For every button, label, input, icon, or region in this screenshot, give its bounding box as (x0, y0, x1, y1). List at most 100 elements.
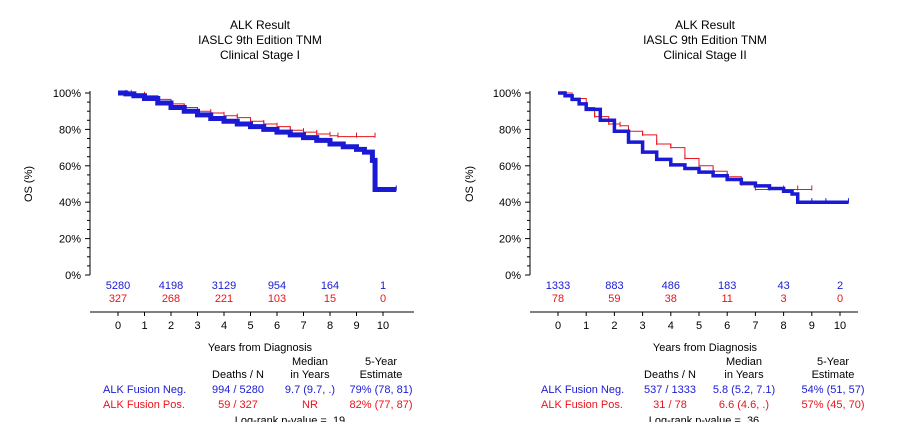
panel1-y-axis-label: OS (%) (23, 166, 35, 202)
panel2-x-tick-label: 0 (555, 320, 561, 332)
panel1-x-tick-label: 0 (115, 320, 121, 332)
panel1-summary-estimate: 82% (77, 87) (350, 399, 413, 411)
panel1-y-tick-label: 20% (59, 234, 81, 246)
panel1-x-tick-label: 7 (300, 320, 306, 332)
panel1-x-tick-label: 4 (221, 320, 227, 332)
panel1-summary-estimate: 79% (78, 81) (350, 384, 413, 396)
panel1-x-tick-label: 8 (327, 320, 333, 332)
panel2-summary-estimate: 54% (51, 57) (802, 384, 865, 396)
panel2-risk-pos-value: 11 (721, 293, 732, 305)
panel2-x-tick-label: 8 (781, 320, 787, 332)
panel1-title-line: ALK Result (230, 18, 291, 32)
panel2-x-tick-label: 4 (668, 320, 674, 332)
panel1-x-tick-label: 9 (353, 320, 359, 332)
panel1-x-axis-label: Years from Diagnosis (208, 342, 313, 354)
panel2-x-tick-label: 3 (640, 320, 646, 332)
panel1-x-tick-label: 2 (168, 320, 174, 332)
panel2-risk-neg-value: 1333 (546, 280, 570, 292)
panel1-risk-pos-value: 268 (162, 293, 180, 305)
panel2-summary-header: Estimate (812, 369, 855, 381)
panel2-summary-header: Median (726, 356, 762, 368)
panel2-x-tick-label: 9 (809, 320, 815, 332)
panel2-y-tick-label: 100% (493, 88, 521, 100)
panel2-risk-pos-value: 0 (837, 293, 843, 305)
panel2-summary-deaths: 537 / 1333 (644, 384, 696, 396)
panel1-summary-header: Estimate (360, 369, 403, 381)
panel1-y-tick-label: 100% (53, 88, 81, 100)
panel2-x-tick-label: 2 (611, 320, 617, 332)
panel1-series-neg-line (118, 90, 397, 192)
panel2-risk-neg-value: 43 (777, 280, 789, 292)
panel1-y-tick-label: 60% (59, 161, 81, 173)
panel2-title-line: IASLC 9th Edition TNM (643, 33, 767, 47)
panel2-pvalue-text: Log-rank p-value = .36 (649, 415, 759, 422)
panel2-summary-row-label: ALK Fusion Pos. (541, 399, 623, 411)
panel2-y-tick-label: 40% (499, 197, 521, 209)
panel2-series-neg-line (558, 91, 849, 204)
panel2-x-tick-label: 5 (696, 320, 702, 332)
panel2-risk-neg-value: 486 (662, 280, 680, 292)
panel2-summary-row-label: ALK Fusion Neg. (541, 384, 624, 396)
panel2-risk-pos-value: 3 (781, 293, 787, 305)
panel2-risk-pos-value: 38 (665, 293, 677, 305)
panel1-summary-row-label: ALK Fusion Neg. (103, 384, 186, 396)
panel1-x-tick-label: 5 (247, 320, 253, 332)
panel2-title-line: ALK Result (675, 18, 736, 32)
panel2-title-line: Clinical Stage II (663, 48, 746, 62)
panel2-risk-pos-value: 78 (552, 293, 564, 305)
panel2-risk-neg-value: 883 (605, 280, 623, 292)
panel1-risk-neg-value: 954 (268, 280, 286, 292)
panel1-y-tick-label: 40% (59, 197, 81, 209)
panel1-risk-pos-value: 0 (380, 293, 386, 305)
panel1-summary-header: Median (292, 356, 328, 368)
panel1-y-tick-label: 0% (65, 270, 81, 282)
panel1-summary-deaths: 994 / 5280 (212, 384, 264, 396)
panel1-title-line: Clinical Stage I (220, 48, 300, 62)
panel1-risk-neg-value: 1 (380, 280, 386, 292)
panel2-x-tick-label: 10 (834, 320, 846, 332)
panel2-y-tick-label: 20% (499, 234, 521, 246)
panel2-summary-estimate: 57% (45, 70) (802, 399, 865, 411)
panel2-x-tick-label: 1 (583, 320, 589, 332)
panel2-risk-pos-value: 59 (608, 293, 620, 305)
panel2-y-axis-label: OS (%) (464, 166, 476, 202)
panel2-x-tick-label: 6 (724, 320, 730, 332)
panel1-x-tick-label: 1 (141, 320, 147, 332)
panel1-summary-row-label: ALK Fusion Pos. (103, 399, 185, 411)
panel1-title-line: IASLC 9th Edition TNM (198, 33, 322, 47)
panel2-y-tick-label: 80% (499, 124, 521, 136)
panel1-x-tick-label: 6 (274, 320, 280, 332)
panel1-x-tick-label: 10 (377, 320, 389, 332)
panel1-pvalue-text: Log-rank p-value = .19 (235, 415, 345, 422)
panel1-y-tick-label: 80% (59, 124, 81, 136)
panel2-summary-header: in Years (724, 369, 764, 381)
panel1-risk-neg-value: 164 (321, 280, 339, 292)
panel2-series-pos-line (558, 92, 812, 190)
panel1-summary-header: 5-Year (365, 356, 397, 368)
panel1-summary-median: 9.7 (9.7, .) (285, 384, 335, 396)
panel1-risk-pos-value: 327 (109, 293, 127, 305)
panel1-x-tick-label: 3 (194, 320, 200, 332)
panel1-risk-neg-value: 3129 (212, 280, 236, 292)
panel1-summary-median: NR (302, 399, 318, 411)
panel2-summary-median: 6.6 (4.6, .) (719, 399, 769, 411)
panel1-risk-pos-value: 103 (268, 293, 286, 305)
panel1-summary-header: Deaths / N (212, 369, 264, 381)
panel2-summary-header: Deaths / N (644, 369, 696, 381)
panel2-x-tick-label: 7 (752, 320, 758, 332)
panel2-y-tick-label: 0% (505, 270, 521, 282)
panel1-risk-neg-value: 4198 (159, 280, 183, 292)
panel1-risk-pos-value: 221 (215, 293, 233, 305)
panel1-summary-deaths: 59 / 327 (218, 399, 258, 411)
panel2-summary-header: 5-Year (817, 356, 849, 368)
panel1-risk-pos-value: 15 (324, 293, 336, 305)
panel2-risk-neg-value: 2 (837, 280, 843, 292)
panel2-x-axis-label: Years from Diagnosis (653, 342, 758, 354)
panel2-summary-deaths: 31 / 78 (653, 399, 687, 411)
panel2-summary-median: 5.8 (5.2, 7.1) (713, 384, 775, 396)
panel2-y-tick-label: 60% (499, 161, 521, 173)
panel1-summary-header: in Years (290, 369, 330, 381)
panel2-risk-neg-value: 183 (718, 280, 736, 292)
panel1-risk-neg-value: 5280 (106, 280, 130, 292)
